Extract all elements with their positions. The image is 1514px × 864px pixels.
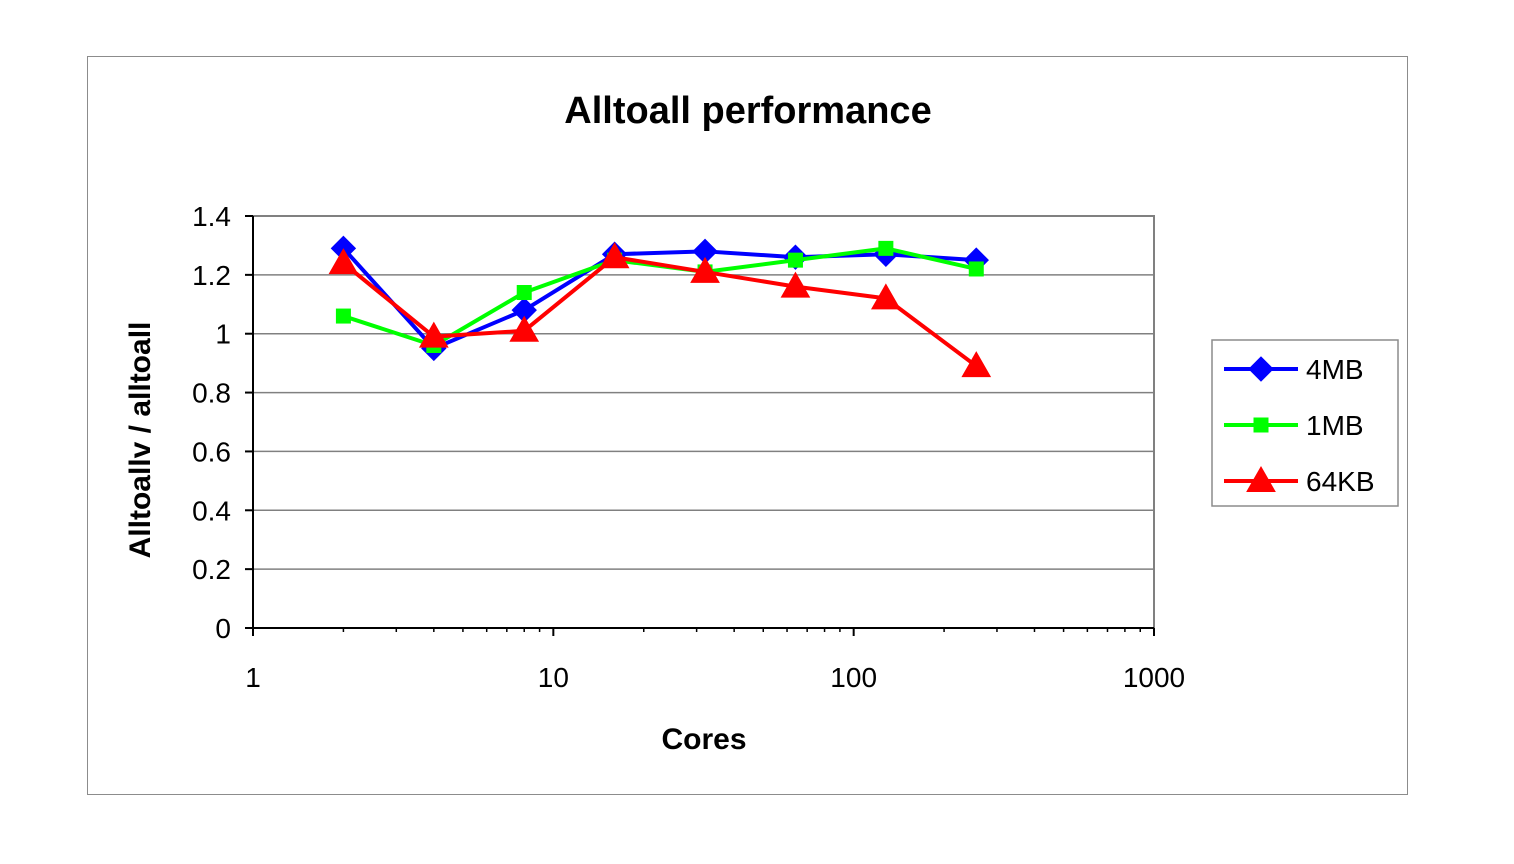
chart-title: Alltoall performance [564, 90, 931, 132]
legend-label-1mb: 1MB [1306, 410, 1364, 441]
data-point-1mb [787, 252, 803, 268]
y-axis-ticks: 0 0.2 0.4 0.6 0.8 1 1.2 1.4 [192, 201, 253, 644]
series-line-4mb [341, 247, 977, 351]
x-tick-label: 1 [245, 662, 261, 693]
y-tick-label: 0.4 [192, 495, 231, 526]
y-tick-label: 1 [215, 319, 231, 350]
y-tick-label: 0.2 [192, 554, 231, 585]
legend-marker-1mb [1253, 417, 1269, 433]
legend-marker-4mb [1248, 356, 1274, 382]
data-point-64kb [961, 351, 992, 378]
y-tick-label: 1.2 [192, 260, 231, 291]
data-point-64kb [690, 256, 720, 283]
series-group [328, 235, 992, 378]
data-point-1mb [516, 285, 532, 301]
data-point-64kb [328, 248, 359, 275]
y-tick-label: 0.8 [192, 378, 231, 409]
data-point-1mb [878, 240, 894, 256]
data-point-64kb [599, 242, 630, 269]
y-tick-label: 0.6 [192, 436, 231, 467]
y-tick-label: 0 [215, 613, 231, 644]
data-point-64kb [780, 271, 811, 298]
series-line-64kb [342, 255, 978, 368]
y-axis-title: Alltoallv / alltoall [124, 322, 157, 559]
x-tick-label: 10 [538, 662, 569, 693]
x-tick-label: 1000 [1123, 662, 1185, 693]
legend-item-1mb: 1MB [1224, 410, 1364, 441]
y-tick-label: 1.4 [192, 201, 231, 232]
legend-label-64kb: 64KB [1306, 466, 1375, 497]
series-64kb [328, 242, 992, 378]
x-axis-title: Cores [661, 723, 746, 756]
legend-item-4mb: 4MB [1224, 354, 1364, 385]
legend-marker-64kb [1246, 465, 1276, 492]
legend: 4MB 1MB 64KB [1211, 339, 1399, 507]
data-point-1mb [968, 261, 984, 277]
data-point-64kb [871, 283, 901, 310]
legend-label-4mb: 4MB [1306, 354, 1364, 385]
data-point-1mb [335, 308, 351, 324]
data-point-64kb [509, 315, 540, 342]
plot-area [252, 215, 1155, 629]
data-point-64kb [418, 321, 449, 348]
legend-item-64kb: 64KB [1224, 465, 1375, 497]
x-tick-label: 100 [830, 662, 877, 693]
x-axis-ticks: 1 10 100 1000 [245, 628, 1185, 693]
